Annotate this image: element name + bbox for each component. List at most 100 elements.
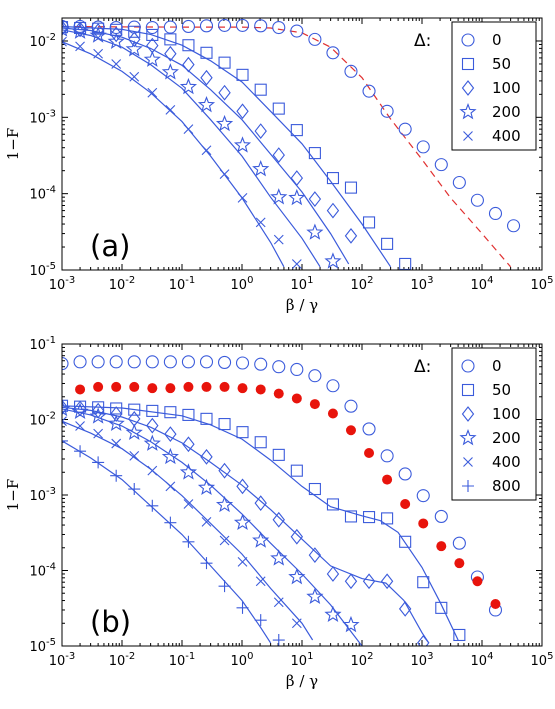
data-point [62, 416, 67, 427]
panel-b: 10-3 10-2 10-1 100 101 102 103 104 105 10-5 10-4 10… [4, 335, 553, 690]
y-tick-label: 10-4 [29, 562, 56, 580]
x-tick-label: 104 [471, 651, 494, 669]
data-point [272, 360, 286, 374]
data-point [418, 518, 429, 529]
data-point [344, 227, 358, 244]
data-point [62, 434, 68, 447]
data-point [254, 614, 267, 627]
data-point [344, 64, 358, 78]
data-point [233, 136, 252, 153]
data-point [146, 417, 159, 434]
data-point [165, 383, 176, 394]
data-point [272, 511, 285, 528]
data-point [62, 20, 71, 37]
data-point [380, 449, 394, 463]
data-point [182, 39, 195, 52]
data-point [199, 19, 214, 33]
data-point [218, 18, 232, 32]
data-point [326, 172, 340, 185]
y-axis-title: 1−F [4, 128, 22, 161]
data-point [197, 478, 216, 495]
legend: Δ: 0 50 100 200 400 [414, 21, 537, 151]
data-point [183, 499, 194, 509]
data-point [417, 576, 430, 589]
fit-curve [62, 440, 272, 644]
data-point [200, 69, 213, 86]
data-point [111, 381, 122, 392]
data-point [127, 355, 141, 369]
data-point [92, 401, 105, 414]
data-point [382, 474, 393, 485]
data-point [308, 147, 321, 160]
y-tick-label: 10-4 [29, 185, 56, 203]
data-point [380, 104, 394, 118]
data-point [164, 45, 177, 62]
data-point [364, 447, 375, 458]
data-point [237, 557, 248, 567]
legend-title: Δ: [414, 31, 431, 51]
data-point [182, 408, 195, 421]
data-point [291, 618, 302, 629]
data-point [273, 234, 284, 245]
data-point [146, 28, 159, 41]
data-point [147, 87, 158, 98]
data-point [179, 463, 198, 480]
legend-marker [461, 359, 475, 373]
x-tick-label: 10-3 [49, 651, 76, 669]
x-tick-label: 10-2 [109, 651, 136, 669]
data-point [128, 31, 141, 48]
data-point [199, 355, 214, 369]
data-point [218, 355, 232, 369]
data-point [434, 509, 448, 523]
data-point [200, 412, 213, 425]
data-point [327, 408, 338, 419]
data-point [236, 478, 249, 495]
data-point [306, 587, 324, 604]
x-tick-label: 103 [411, 651, 434, 669]
data-point [109, 26, 123, 43]
data-point [254, 19, 268, 33]
data-point [290, 170, 304, 186]
data-point [165, 481, 176, 492]
legend-marker [461, 33, 475, 47]
y-tick-label: 10-3 [29, 486, 56, 504]
fit-curve [62, 29, 321, 268]
legend-entry-label: 400 [492, 127, 521, 145]
x-tick-label: 10-1 [169, 651, 196, 669]
x-tick-label: 100 [231, 275, 254, 293]
data-point [62, 357, 69, 371]
x-tick-label: 104 [471, 275, 494, 293]
data-point [452, 536, 466, 550]
data-point [308, 32, 322, 46]
data-point [290, 24, 304, 38]
x-tick-label: 10-1 [169, 275, 196, 293]
data-point [215, 114, 234, 132]
data-point [62, 399, 69, 416]
data-point [91, 23, 105, 39]
data-point [219, 381, 230, 392]
data-point [344, 181, 358, 194]
data-point [324, 605, 342, 622]
x-tick-label: 100 [231, 651, 254, 669]
data-point [254, 495, 267, 512]
data-point [452, 175, 466, 190]
series-50 [62, 21, 412, 270]
data-point [488, 206, 503, 221]
fit-curve [62, 25, 392, 268]
data-point [129, 71, 140, 82]
data-point [109, 406, 123, 422]
data-point [362, 216, 376, 229]
x-tick-label: 101 [291, 651, 314, 669]
data-point [254, 83, 267, 96]
legend-entry-label: 0 [492, 357, 502, 375]
data-point [290, 528, 304, 545]
data-point [182, 56, 195, 73]
data-point [161, 63, 179, 80]
data-point [273, 388, 284, 399]
data-point [181, 355, 195, 369]
data-point [344, 399, 358, 413]
data-point [272, 147, 285, 163]
data-point [288, 188, 306, 206]
x-tick-label: 102 [351, 651, 374, 669]
series-100 [62, 399, 430, 646]
